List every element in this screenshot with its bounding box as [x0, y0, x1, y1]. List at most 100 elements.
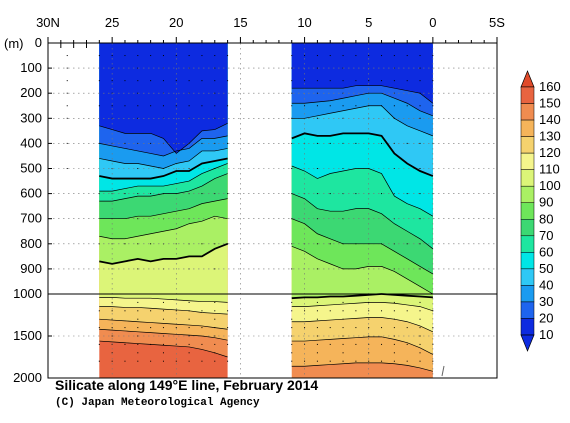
station-dot [162, 318, 164, 320]
station-dot [304, 327, 306, 329]
station-dot [137, 343, 139, 345]
station-dot [393, 55, 395, 57]
station-dot [316, 243, 318, 245]
station-dot [342, 352, 344, 354]
station-dot [137, 301, 139, 303]
station-dot [316, 105, 318, 107]
station-dot [329, 310, 331, 312]
station-dot [406, 310, 408, 312]
station-dot [137, 268, 139, 270]
station-dot [304, 360, 306, 362]
station-dot [188, 327, 190, 329]
station-dot [214, 80, 216, 82]
colorbar-label: 80 [539, 211, 553, 226]
station-dot [419, 117, 421, 119]
station-dot [381, 327, 383, 329]
station-dot [291, 142, 293, 144]
station-dot [316, 193, 318, 195]
station-dot [111, 55, 113, 57]
station-dot [201, 80, 203, 82]
station-dot [316, 67, 318, 69]
station-dot [124, 243, 126, 245]
section-0-contour-4 [99, 163, 228, 192]
station-dot [432, 360, 434, 362]
station-dot [355, 105, 357, 107]
station-dot [291, 335, 293, 337]
section-1-contour-1 [291, 92, 433, 117]
station-dot [214, 105, 216, 107]
station-dot [419, 352, 421, 354]
station-dot [111, 310, 113, 312]
station-dot [201, 343, 203, 345]
station-dot [137, 243, 139, 245]
station-dot [393, 310, 395, 312]
station-dot [162, 360, 164, 362]
station-dot [432, 327, 434, 329]
station-dot [419, 268, 421, 270]
station-dot [291, 92, 293, 94]
station-dot [393, 105, 395, 107]
station-dot [316, 352, 318, 354]
station-dot [201, 142, 203, 144]
colorbar-label: 140 [539, 112, 561, 127]
station-dot [214, 335, 216, 337]
station-dot [137, 327, 139, 329]
station-dot [304, 80, 306, 82]
station-dot [316, 55, 318, 57]
colorbar-segment [520, 252, 535, 270]
station-dot [342, 327, 344, 329]
colorbar-bottom-arrow [520, 334, 535, 352]
x-tick-label: 10 [297, 15, 311, 30]
section-0-contour-10 [99, 306, 228, 315]
station-dot [137, 142, 139, 144]
station-dot [201, 243, 203, 245]
station-dot [291, 243, 293, 245]
station-dot [329, 360, 331, 362]
station-dot [419, 243, 421, 245]
station-dot [214, 67, 216, 69]
station-dot [227, 80, 229, 82]
station-dot [329, 142, 331, 144]
station-dot [137, 310, 139, 312]
station-dot [419, 67, 421, 69]
station-dot [111, 360, 113, 362]
grid-lines [48, 43, 497, 378]
station-dot [175, 310, 177, 312]
station-dot [188, 352, 190, 354]
station-dot [342, 360, 344, 362]
colorbar-segment [520, 169, 535, 187]
station-dot [316, 92, 318, 94]
x-tick-label: 30N [36, 15, 60, 30]
station-dot [150, 142, 152, 144]
station-dot [124, 105, 126, 107]
y-tick-label: 2000 [13, 370, 42, 385]
station-dot [214, 218, 216, 220]
colorbar-label: 130 [539, 129, 561, 144]
station-dot [137, 218, 139, 220]
section-1-contour-0 [291, 85, 434, 104]
station-dot [316, 343, 318, 345]
section-0-contour-6 [99, 198, 228, 220]
colorbar-label: 10 [539, 327, 553, 342]
station-dot [98, 105, 100, 107]
colorbar-segment [520, 86, 535, 104]
station-dot [137, 352, 139, 354]
station-dot [304, 310, 306, 312]
station-dot [355, 80, 357, 82]
section-1-contour-3 [291, 132, 434, 177]
x-tick-label: 25 [105, 15, 119, 30]
station-dot [124, 80, 126, 82]
station-dot [227, 142, 229, 144]
station-dot [329, 80, 331, 82]
station-dot [329, 243, 331, 245]
station-dot [393, 343, 395, 345]
station-dot [214, 142, 216, 144]
station-dot [214, 343, 216, 345]
station-dot [150, 80, 152, 82]
colorbar-label: 150 [539, 96, 561, 111]
colorbar-segment [520, 268, 535, 286]
station-dot [316, 335, 318, 337]
station-dot [291, 105, 293, 107]
station-dot [227, 55, 229, 57]
